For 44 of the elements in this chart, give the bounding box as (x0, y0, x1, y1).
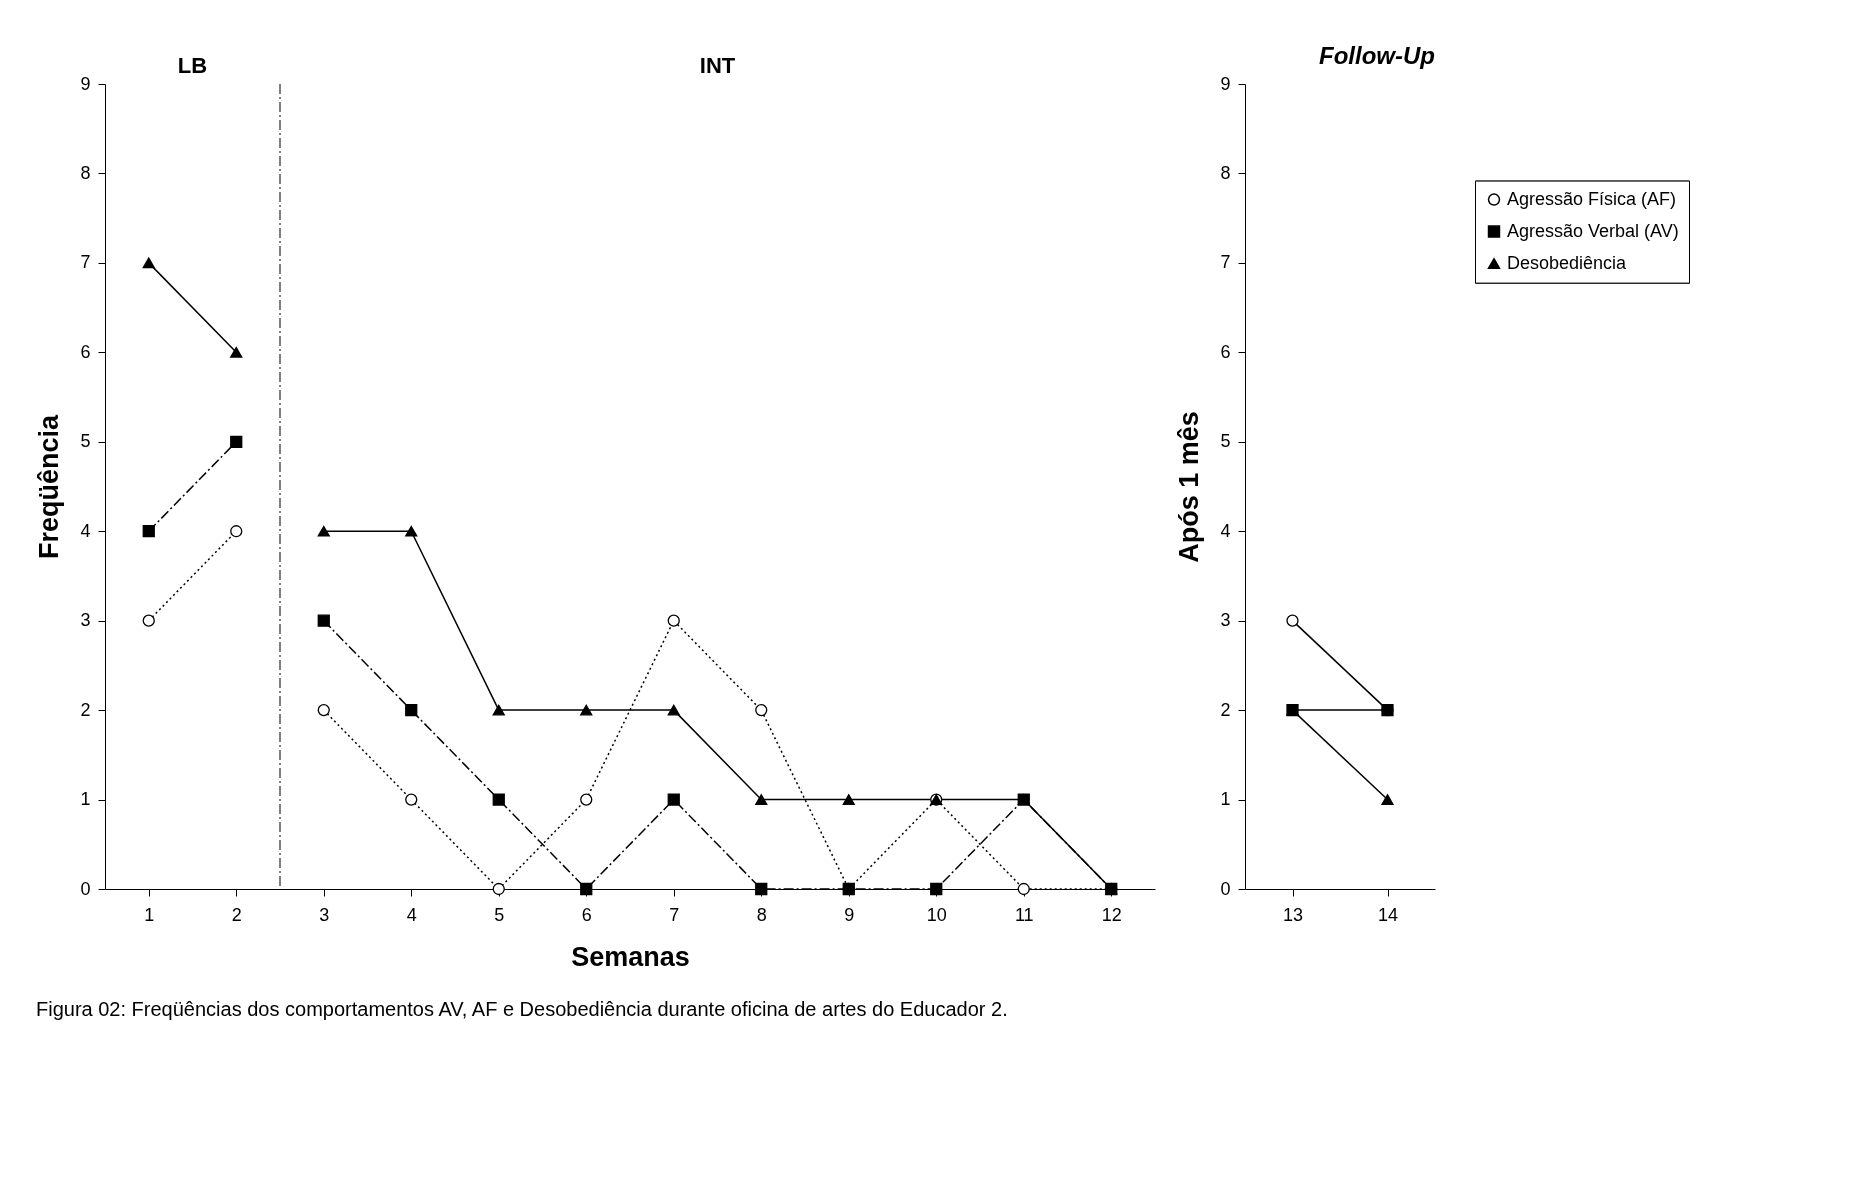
x-axis-title: Semanas (571, 941, 690, 972)
x-tick-label: 6 (581, 904, 592, 925)
legend-label: Agressão Verbal (AV) (1507, 220, 1679, 241)
y-tick-label: 4 (1220, 520, 1231, 541)
x-tick-label: 10 (926, 904, 947, 925)
x-tick-label: 4 (406, 904, 417, 925)
x-tick-label: 1 (144, 904, 155, 925)
y-axis-title: Freqüência (34, 414, 65, 560)
x-tick-label: 5 (494, 904, 505, 925)
x-tick-label: 7 (669, 904, 680, 925)
y-axis-title: Após 1 mês (1174, 411, 1205, 563)
y-tick-label: 8 (80, 162, 91, 183)
y-tick-label: 3 (80, 610, 91, 631)
y-tick-label: 7 (1220, 252, 1231, 273)
text: LB (177, 53, 208, 78)
y-tick-label: 9 (1220, 73, 1231, 94)
y-tick-label: 0 (1220, 878, 1231, 899)
y-tick-label: 4 (80, 520, 91, 541)
x-tick-label: 3 (319, 904, 330, 925)
y-tick-label: 5 (1220, 431, 1231, 452)
text: Figura 02: Freqüências dos comportamentos AV, AF e Desobediência durante oficina de artes do Educador 2. (35, 998, 1008, 1020)
y-tick-label: 3 (1220, 610, 1231, 631)
x-tick-label: 13 (1282, 904, 1304, 925)
legend-label: Desobediência (1507, 252, 1628, 273)
x-tick-label: 2 (231, 904, 242, 925)
y-tick-label: 5 (80, 431, 91, 452)
chart-title: Follow-Up (1319, 42, 1435, 69)
y-tick-label: 2 (80, 699, 91, 720)
text: INT (699, 53, 736, 78)
y-tick-label: 8 (1220, 162, 1231, 183)
x-tick-label: 12 (1101, 904, 1122, 925)
x-tick-label: 14 (1377, 904, 1399, 925)
x-tick-label: 9 (844, 904, 855, 925)
y-tick-label: 7 (80, 252, 91, 273)
y-tick-label: 6 (80, 341, 91, 362)
y-tick-label: 0 (80, 878, 91, 899)
x-tick-label: 11 (1014, 904, 1034, 925)
y-tick-label: 2 (1220, 699, 1231, 720)
legend-label: Agressão Física (AF) (1507, 188, 1677, 209)
y-tick-label: 1 (80, 789, 91, 810)
y-tick-label: 1 (1220, 789, 1231, 810)
y-tick-label: 6 (1220, 341, 1231, 362)
y-tick-label: 9 (80, 73, 91, 94)
x-tick-label: 8 (756, 904, 767, 925)
